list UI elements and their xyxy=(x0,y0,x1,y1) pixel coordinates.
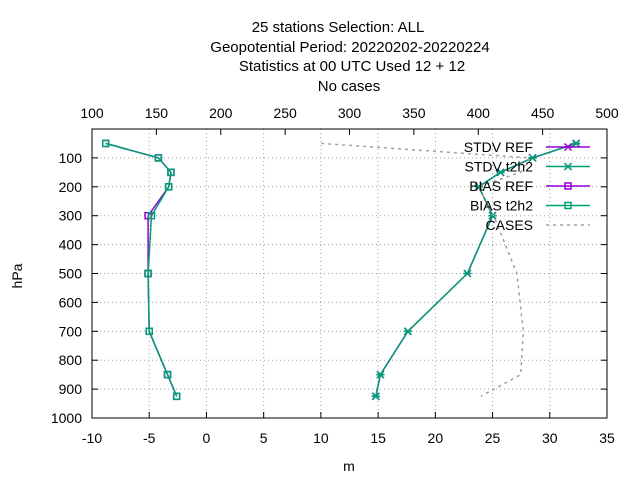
data-point xyxy=(488,211,497,220)
data-point xyxy=(164,183,173,191)
x-tick-label: -5 xyxy=(143,430,156,446)
data-point xyxy=(172,392,181,401)
legend-item: STDV REF xyxy=(464,139,590,155)
legend-label: STDV t2h2 xyxy=(465,159,534,175)
x-axis-ticks: -10 -5 0 5 10 15 20 25 30 35 xyxy=(82,412,615,446)
series-bias-t2h2 xyxy=(101,139,181,401)
data-point xyxy=(572,139,581,148)
data-point xyxy=(145,327,153,336)
y-tick-label: 500 xyxy=(59,266,83,282)
title-line-4: No cases xyxy=(318,78,381,95)
x-tick-label: 35 xyxy=(599,430,615,446)
x-tick-label: 20 xyxy=(428,430,444,446)
x2-tick-label: 500 xyxy=(595,105,619,121)
y-tick-label: 600 xyxy=(59,294,83,310)
data-point xyxy=(147,211,156,220)
y-axis-ticks: 100 200 300 400 500 600 700 800 900 1000 xyxy=(51,150,607,426)
data-point xyxy=(528,153,537,162)
legend-item: CASES xyxy=(486,217,590,233)
data-point xyxy=(403,327,412,336)
x2-tick-label: 350 xyxy=(402,105,426,121)
y-axis-label: hPa xyxy=(9,263,25,288)
data-point xyxy=(144,269,152,278)
series-cases xyxy=(321,142,532,397)
legend-item: BIAS REF xyxy=(469,178,590,194)
legend: STDV REF STDV t2h2 BIAS REF BIAS t2h2 CASES xyxy=(464,139,590,233)
y-tick-label: 200 xyxy=(59,179,83,195)
y-tick-label: 1000 xyxy=(51,410,82,426)
y-tick-label: 100 xyxy=(59,150,83,166)
data-point xyxy=(474,182,483,191)
x-tick-label: 5 xyxy=(260,430,268,446)
x2-tick-label: 300 xyxy=(338,105,362,121)
legend-marker xyxy=(563,162,573,171)
data-point xyxy=(101,139,110,148)
y-tick-label: 300 xyxy=(59,208,83,224)
y-tick-label: 800 xyxy=(59,352,83,368)
x-tick-label: 25 xyxy=(485,430,501,446)
x2-tick-label: 150 xyxy=(145,105,169,121)
x2-tick-label: 450 xyxy=(531,105,555,121)
plot-frame xyxy=(91,128,608,419)
legend-label: BIAS REF xyxy=(469,178,533,194)
series-line xyxy=(105,142,178,397)
title-line-3: Statistics at 00 UTC Used 12 + 12 xyxy=(239,58,465,75)
data-point xyxy=(154,154,163,162)
title-line-2: Geopotential Period: 20220202-20220224 xyxy=(210,39,489,56)
y-tick-label: 900 xyxy=(59,381,83,397)
chart-title: 25 stations Selection: ALL Geopotential … xyxy=(210,19,489,95)
x-tick-label: 10 xyxy=(313,430,329,446)
data-point xyxy=(463,269,472,278)
x2-tick-label: 200 xyxy=(209,105,233,121)
x-tick-label: 15 xyxy=(370,430,386,446)
title-line-1: 25 stations Selection: ALL xyxy=(252,19,425,36)
x2-axis-ticks: 100 150 200 250 300 350 400 450 500 xyxy=(80,105,619,135)
legend-item: STDV t2h2 xyxy=(465,159,590,175)
legend-marker xyxy=(564,201,572,210)
series-line xyxy=(105,142,178,397)
legend-label: CASES xyxy=(486,217,533,233)
x-axis-label: m xyxy=(343,458,355,474)
x2-tick-label: 100 xyxy=(80,105,104,121)
legend-label: STDV REF xyxy=(464,139,533,155)
data-point xyxy=(496,168,505,177)
y-tick-label: 700 xyxy=(59,323,83,339)
legend-label: BIAS t2h2 xyxy=(470,198,533,214)
y-tick-label: 400 xyxy=(59,237,83,253)
series-line xyxy=(321,142,532,397)
data-point xyxy=(371,392,380,401)
x-tick-label: -10 xyxy=(82,430,102,446)
series-layer xyxy=(101,139,581,401)
x2-tick-label: 250 xyxy=(273,105,297,121)
legend-item: BIAS t2h2 xyxy=(470,198,590,214)
data-point xyxy=(376,370,385,379)
data-point xyxy=(163,370,172,379)
legend-marker xyxy=(564,182,572,190)
x-tick-label: 0 xyxy=(203,430,211,446)
x2-tick-label: 400 xyxy=(467,105,491,121)
data-point xyxy=(172,392,181,401)
legend-marker xyxy=(563,142,573,152)
x-tick-label: 30 xyxy=(542,430,558,446)
data-point xyxy=(167,168,175,177)
series-stdv-t2h2 xyxy=(371,139,581,401)
